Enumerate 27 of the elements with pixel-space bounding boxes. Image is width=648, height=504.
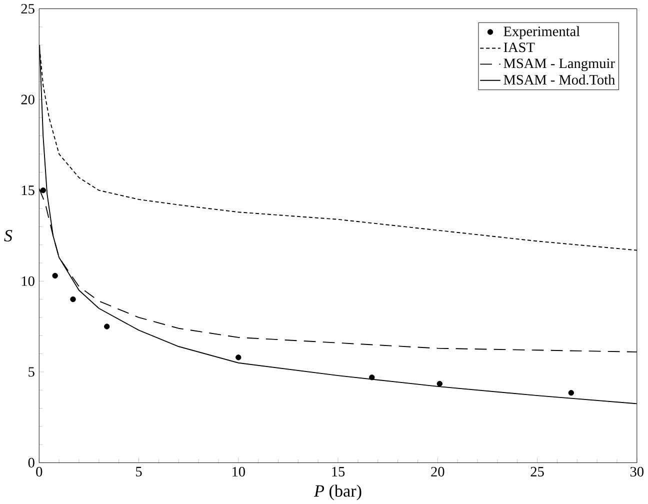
y-tick-label: 0 xyxy=(28,458,34,468)
legend-label: MSAM - Langmuir xyxy=(504,58,615,72)
point xyxy=(568,390,574,396)
y-tick-label: 25 xyxy=(21,4,34,14)
y-tick-label: 5 xyxy=(28,367,34,377)
x-axis-title: P (bar) xyxy=(314,484,362,500)
x-tick-label: 15 xyxy=(332,466,345,476)
point xyxy=(104,324,110,330)
point xyxy=(236,354,242,360)
y-tick-label: 15 xyxy=(22,185,34,196)
x-tick-label: 5 xyxy=(136,466,142,476)
point xyxy=(52,272,58,278)
point xyxy=(436,380,443,386)
y-tick-label: 10 xyxy=(22,276,34,286)
point xyxy=(369,374,375,380)
legend-label: Experimental xyxy=(504,26,580,40)
x-tick-label: 30 xyxy=(630,466,644,476)
legend-label: MSAM - Mod.Toth xyxy=(504,74,615,85)
y-tick-label: 20 xyxy=(21,94,34,104)
point xyxy=(40,187,46,194)
x-tick-label: 25 xyxy=(530,466,544,476)
legend-label: IAST xyxy=(504,42,535,52)
y-axis-title: S xyxy=(4,230,12,242)
x-tick-label: 10 xyxy=(232,466,245,476)
x-tick-label: 20 xyxy=(431,466,444,476)
x-tick-label: 0 xyxy=(36,466,42,476)
point xyxy=(70,296,76,302)
